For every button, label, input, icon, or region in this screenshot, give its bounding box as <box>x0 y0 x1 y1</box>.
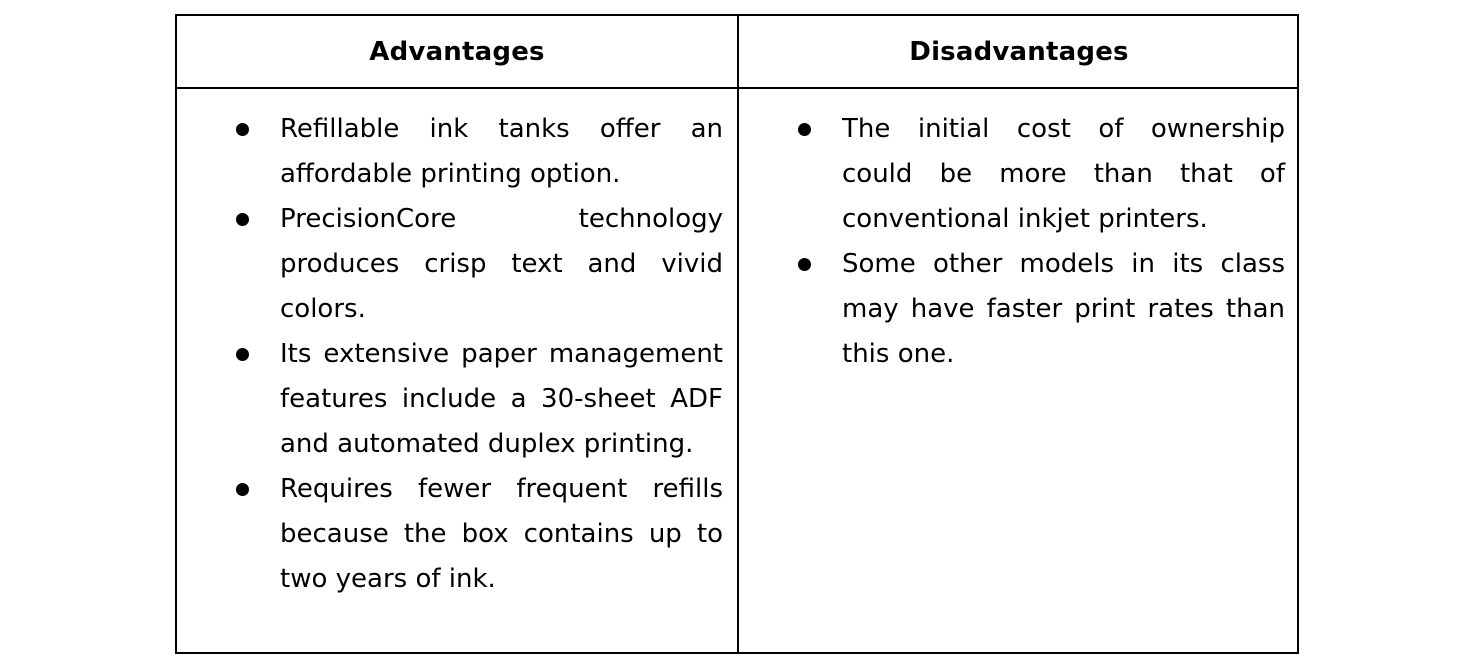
disadvantages-cell: The initial cost of ownership could be m… <box>739 89 1299 652</box>
bullet-icon <box>798 258 811 271</box>
bullet-icon <box>236 123 249 136</box>
bullet-icon <box>798 123 811 136</box>
disadvantages-list: The initial cost of ownership could be m… <box>739 107 1299 377</box>
advantage-text: Refillable ink tanks offer an affordable… <box>280 114 723 189</box>
advantage-text: Requires fewer frequent refills because … <box>280 474 723 594</box>
advantages-cell: Refillable ink tanks offer an affordable… <box>177 89 739 652</box>
bullet-icon <box>236 483 249 496</box>
advantage-item: Its extensive paper management features … <box>236 332 723 467</box>
advantages-header: Advantages <box>177 16 739 89</box>
disadvantages-header: Disadvantages <box>739 16 1299 89</box>
advantage-item: Refillable ink tanks offer an affordable… <box>236 107 723 197</box>
advantage-text: PrecisionCore technology produces crisp … <box>280 204 723 324</box>
disadvantage-item: The initial cost of ownership could be m… <box>798 107 1285 242</box>
disadvantages-header-label: Disadvantages <box>909 36 1129 67</box>
advantage-item: Requires fewer frequent refills because … <box>236 467 723 602</box>
disadvantage-text: The initial cost of ownership could be m… <box>842 114 1285 234</box>
advantage-text: Its extensive paper management features … <box>280 339 723 459</box>
advantage-item: PrecisionCore technology produces crisp … <box>236 197 723 332</box>
advantages-header-label: Advantages <box>369 36 545 67</box>
comparison-table: Advantages Disadvantages Refillable ink … <box>175 14 1299 654</box>
bullet-icon <box>236 213 249 226</box>
disadvantage-text: Some other models in its class may have … <box>842 249 1285 369</box>
disadvantage-item: Some other models in its class may have … <box>798 242 1285 377</box>
bullet-icon <box>236 348 249 361</box>
advantages-list: Refillable ink tanks offer an affordable… <box>177 107 737 602</box>
